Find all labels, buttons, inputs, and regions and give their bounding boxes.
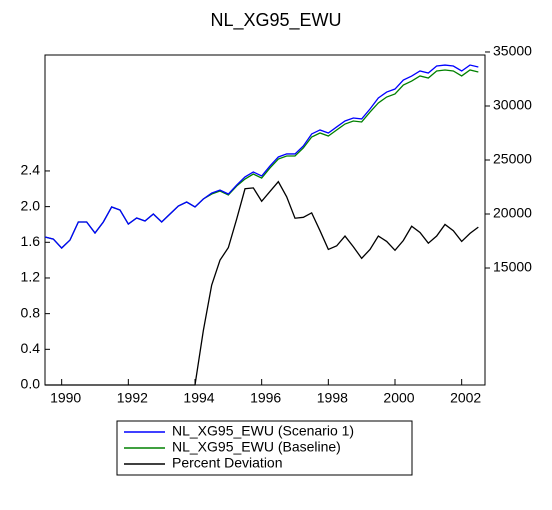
legend-label: Percent Deviation [172, 455, 283, 471]
x-tick-label: 2000 [383, 390, 414, 406]
x-tick-label: 1992 [117, 390, 148, 406]
y-tick-label: 2.4 [21, 162, 41, 178]
series-line [44, 64, 479, 249]
y2-tick-label: 20000 [493, 205, 532, 221]
legend-label: NL_XG95_EWU (Scenario 1) [172, 423, 354, 439]
y-tick-label: 1.2 [21, 269, 41, 285]
x-tick-label: 1990 [50, 390, 81, 406]
y-tick-label: 0.4 [21, 340, 41, 356]
y-tick-label: 2.0 [21, 197, 41, 213]
y2-tick-label: 25000 [493, 151, 532, 167]
plot-frame [44, 54, 486, 386]
y2-tick-label: 30000 [493, 97, 532, 113]
y2-tick-label: 15000 [493, 259, 532, 275]
y-tick-label: 0.8 [21, 304, 41, 320]
y-tick-label: 0.0 [21, 376, 41, 392]
x-tick-label: 1996 [250, 390, 281, 406]
chart-title: NL_XG95_EWU [210, 10, 341, 31]
series-line [45, 180, 479, 386]
legend-box [116, 420, 413, 476]
legend-label: NL_XG95_EWU (Baseline) [172, 439, 341, 455]
y2-tick-label: 35000 [493, 43, 532, 59]
y-tick-label: 1.6 [21, 233, 41, 249]
x-tick-label: 2002 [450, 390, 481, 406]
x-tick-label: 1994 [183, 390, 214, 406]
x-tick-label: 1998 [317, 390, 348, 406]
